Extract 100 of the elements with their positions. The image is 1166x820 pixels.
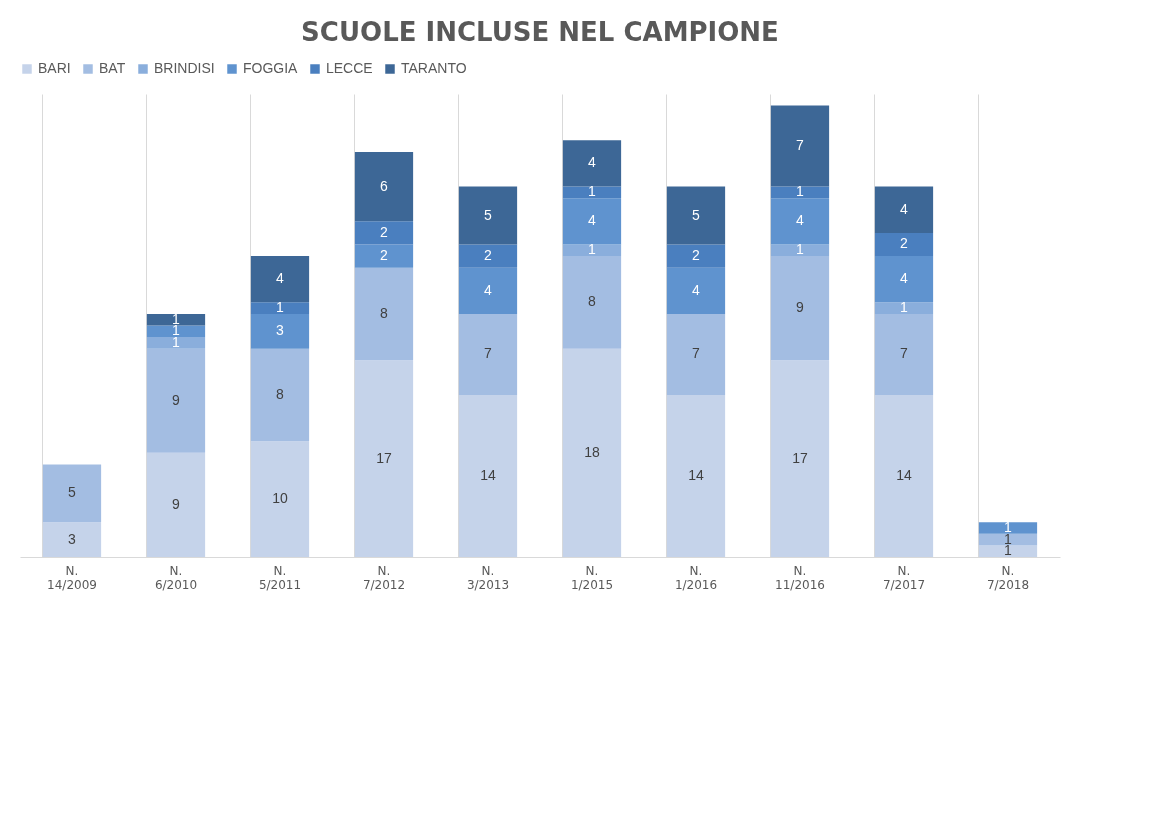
bar <box>666 186 726 245</box>
legend-label: TARANTO <box>401 60 467 76</box>
bar <box>562 244 622 257</box>
data-label: 7 <box>692 345 701 362</box>
bar <box>250 313 310 349</box>
bar <box>146 313 206 326</box>
data-label: 9 <box>172 495 181 512</box>
data-label: 2 <box>380 223 389 240</box>
data-label: 1 <box>900 299 909 316</box>
bar <box>354 221 414 245</box>
bar <box>250 348 310 442</box>
bar <box>354 267 414 361</box>
bar <box>458 394 518 557</box>
bar <box>458 186 518 245</box>
bar <box>562 256 622 349</box>
data-label: 4 <box>588 212 597 229</box>
bar <box>458 244 518 268</box>
data-label: 3 <box>276 322 285 339</box>
data-label: 6 <box>380 177 389 194</box>
data-label: 9 <box>172 391 181 408</box>
bar <box>354 151 414 222</box>
bar <box>874 302 934 314</box>
bar <box>770 360 830 557</box>
bar <box>562 348 622 557</box>
x-tick-label: N. 5/2011 <box>258 563 302 592</box>
data-label: 1 <box>796 183 805 200</box>
data-label: 7 <box>484 345 493 362</box>
data-label: 4 <box>796 212 805 229</box>
bar <box>874 186 934 233</box>
bar <box>978 522 1038 534</box>
bar <box>458 267 518 314</box>
data-label: 4 <box>276 270 285 287</box>
x-tick-label: N. 1/2016 <box>674 563 718 592</box>
data-label: 5 <box>68 484 77 501</box>
bar <box>562 140 622 187</box>
bar <box>666 313 726 395</box>
data-label: 18 <box>584 443 600 460</box>
bar <box>562 186 622 199</box>
bar <box>354 244 414 268</box>
data-label: 4 <box>484 281 493 298</box>
bar <box>874 232 934 257</box>
data-label: 1 <box>588 241 597 258</box>
x-tick-label: N. 6/2010 <box>154 563 198 592</box>
data-label: 2 <box>692 247 701 264</box>
bar <box>770 105 830 187</box>
data-label: 9 <box>796 299 805 316</box>
bar <box>874 313 934 395</box>
bar <box>666 244 726 268</box>
bar <box>562 198 622 245</box>
bar <box>458 313 518 395</box>
bar <box>978 545 1038 557</box>
x-tick-label: N. 7/2018 <box>986 563 1030 592</box>
data-label: 17 <box>792 449 808 466</box>
bar <box>146 348 206 453</box>
legend-label: BAT <box>99 60 126 76</box>
bar <box>354 360 414 557</box>
data-label: 5 <box>484 206 493 223</box>
bar <box>770 186 830 199</box>
data-label: 4 <box>692 281 701 298</box>
data-label: 14 <box>480 466 496 483</box>
data-label: 7 <box>796 137 805 154</box>
data-label: 1 <box>588 183 597 200</box>
bar <box>874 394 934 557</box>
x-tick-label: N. 14/2009 <box>47 563 97 592</box>
legend-label: LECCE <box>326 60 373 76</box>
x-tick-label: N. 7/2012 <box>362 563 406 592</box>
data-label: 2 <box>900 235 909 252</box>
bar <box>146 325 206 338</box>
bar <box>146 337 206 349</box>
data-label: 8 <box>380 304 389 321</box>
data-label: 7 <box>900 345 909 362</box>
bar <box>42 464 102 523</box>
legend-label: BARI <box>38 60 71 76</box>
bar <box>666 267 726 314</box>
bar <box>770 256 830 361</box>
data-label: 3 <box>68 530 77 547</box>
legend-label: BRINDISI <box>154 60 215 76</box>
data-label: 8 <box>276 385 285 402</box>
data-label: 2 <box>380 247 389 264</box>
x-tick-label: N. 7/2017 <box>882 563 926 592</box>
data-label: 4 <box>900 270 909 287</box>
bar <box>146 452 206 557</box>
data-label: 14 <box>688 466 704 483</box>
bar <box>770 244 830 257</box>
bar <box>666 394 726 557</box>
data-label: 14 <box>896 466 912 483</box>
data-label: 1 <box>796 241 805 258</box>
bar <box>874 256 934 303</box>
bar <box>250 302 310 314</box>
x-tick-label: N. 1/2015 <box>570 563 614 592</box>
data-label: 4 <box>900 200 909 217</box>
bar <box>250 441 310 557</box>
bar <box>42 522 102 557</box>
data-label: 10 <box>272 490 288 507</box>
data-label: 5 <box>692 206 701 223</box>
data-label: 1 <box>276 299 285 316</box>
x-tick-label: N. 11/2016 <box>775 563 825 592</box>
data-label: 8 <box>588 293 597 310</box>
bar <box>978 533 1038 546</box>
bar <box>770 198 830 245</box>
